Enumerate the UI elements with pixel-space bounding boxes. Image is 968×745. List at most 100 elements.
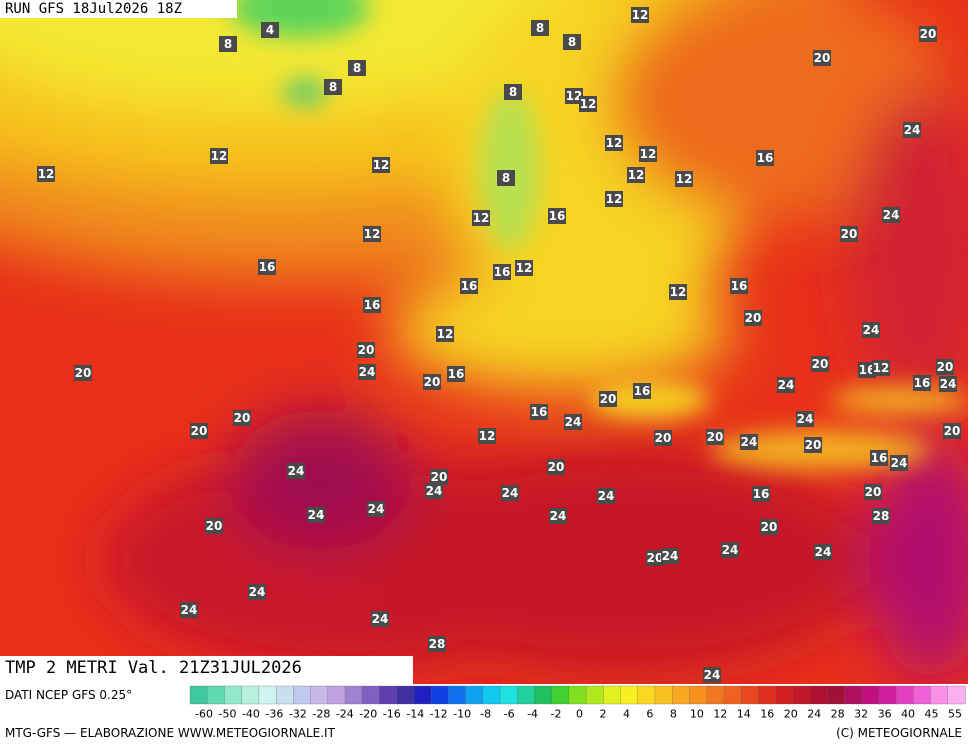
variable-title: TMP 2 METRI Val. 21Z31JUL2026: [5, 658, 302, 678]
legend-swatch: [844, 685, 863, 705]
temperature-label: 12: [515, 260, 533, 276]
label-box: [631, 7, 649, 23]
temperature-label: 24: [564, 414, 582, 430]
legend-swatch: [740, 685, 759, 705]
label-text: 12: [38, 167, 55, 181]
label-box: [661, 548, 679, 564]
label-text: 24: [662, 549, 679, 563]
label-box: [190, 423, 208, 439]
label-text: 12: [640, 147, 657, 161]
label-text: 12: [606, 136, 623, 150]
label-box: [813, 50, 831, 66]
legend-swatch: [913, 685, 932, 705]
temperature-label: 12: [210, 148, 228, 164]
legend-label: 24: [807, 708, 821, 721]
temperature-label: 24: [721, 542, 739, 558]
legend-swatch: [379, 685, 398, 705]
label-box: [287, 463, 305, 479]
legend-swatch: [189, 685, 208, 705]
label-box: [796, 411, 814, 427]
legend-swatch: [723, 685, 742, 705]
label-text: 24: [863, 323, 880, 337]
legend-label: -24: [336, 708, 354, 721]
label-text: 12: [364, 227, 381, 241]
label-box: [744, 310, 762, 326]
label-box: [565, 88, 583, 104]
label-text: 4: [266, 23, 274, 37]
label-box: [730, 278, 748, 294]
label-box: [436, 326, 454, 342]
label-text: 12: [628, 168, 645, 182]
label-text: 24: [778, 378, 795, 392]
label-text: 12: [473, 211, 490, 225]
label-text: 20: [647, 551, 664, 565]
label-box: [549, 508, 567, 524]
run-header: RUN GFS 18Jul2026 18Z: [5, 1, 182, 17]
legend-label: 2: [599, 708, 606, 721]
label-box: [371, 611, 389, 627]
temperature-label: 8: [531, 20, 549, 36]
temperature-label: 4: [261, 22, 279, 38]
legend-label: -6: [504, 708, 515, 721]
label-box: [493, 264, 511, 280]
label-box: [530, 404, 548, 420]
label-box: [428, 636, 446, 652]
label-box: [497, 170, 515, 186]
label-text: 24: [722, 543, 739, 557]
label-text: 12: [479, 429, 496, 443]
temperature-label: 24: [661, 548, 679, 564]
label-box: [872, 360, 890, 376]
label-text: 24: [249, 585, 266, 599]
label-text: 20: [206, 519, 223, 533]
label-text: 8: [224, 37, 232, 51]
label-text: 24: [308, 508, 325, 522]
label-box: [579, 96, 597, 112]
label-box: [425, 483, 443, 499]
temperature-label: 24: [248, 584, 266, 600]
temperature-label: 24: [501, 485, 519, 501]
label-box: [627, 167, 645, 183]
label-text: 16: [914, 376, 931, 390]
temperature-label: 24: [307, 507, 325, 523]
temperature-label: 20: [943, 423, 961, 439]
label-box: [205, 518, 223, 534]
label-box: [605, 191, 623, 207]
label-text: 20: [358, 343, 375, 357]
label-box: [646, 550, 664, 566]
label-box: [804, 437, 822, 453]
label-box: [740, 434, 758, 450]
temperature-label: 12: [872, 360, 890, 376]
legend-swatch: [344, 685, 363, 705]
legend-swatch: [654, 685, 673, 705]
temperature-label: 20: [74, 365, 92, 381]
temperature-label: 24: [425, 483, 443, 499]
temperature-label: 20: [706, 429, 724, 445]
legend-label: -40: [242, 708, 260, 721]
temperature-label: 16: [633, 383, 651, 399]
label-text: 20: [814, 51, 831, 65]
label-text: 16: [448, 367, 465, 381]
legend-swatch: [327, 685, 346, 705]
label-text: 24: [372, 612, 389, 626]
temperature-label: 20: [599, 391, 617, 407]
legend-swatch: [568, 685, 587, 705]
label-text: 24: [426, 484, 443, 498]
label-box: [703, 667, 721, 683]
data-source: DATI NCEP GFS 0.25°: [5, 688, 132, 702]
label-text: 24: [181, 603, 198, 617]
legend-swatch: [758, 685, 777, 705]
temperature-label: 20: [864, 484, 882, 500]
label-text: 20: [600, 392, 617, 406]
label-box: [307, 507, 325, 523]
temperature-label: 20: [233, 410, 251, 426]
label-text: 24: [550, 509, 567, 523]
legend-swatch: [293, 685, 312, 705]
label-box: [430, 469, 448, 485]
label-text: 20: [655, 431, 672, 445]
temperature-label: 16: [363, 297, 381, 313]
temperature-label: 24: [903, 122, 921, 138]
legend-label: -4: [527, 708, 538, 721]
temperature-label: 20: [840, 226, 858, 242]
legend-label: 8: [670, 708, 677, 721]
temperature-label: 20: [423, 374, 441, 390]
